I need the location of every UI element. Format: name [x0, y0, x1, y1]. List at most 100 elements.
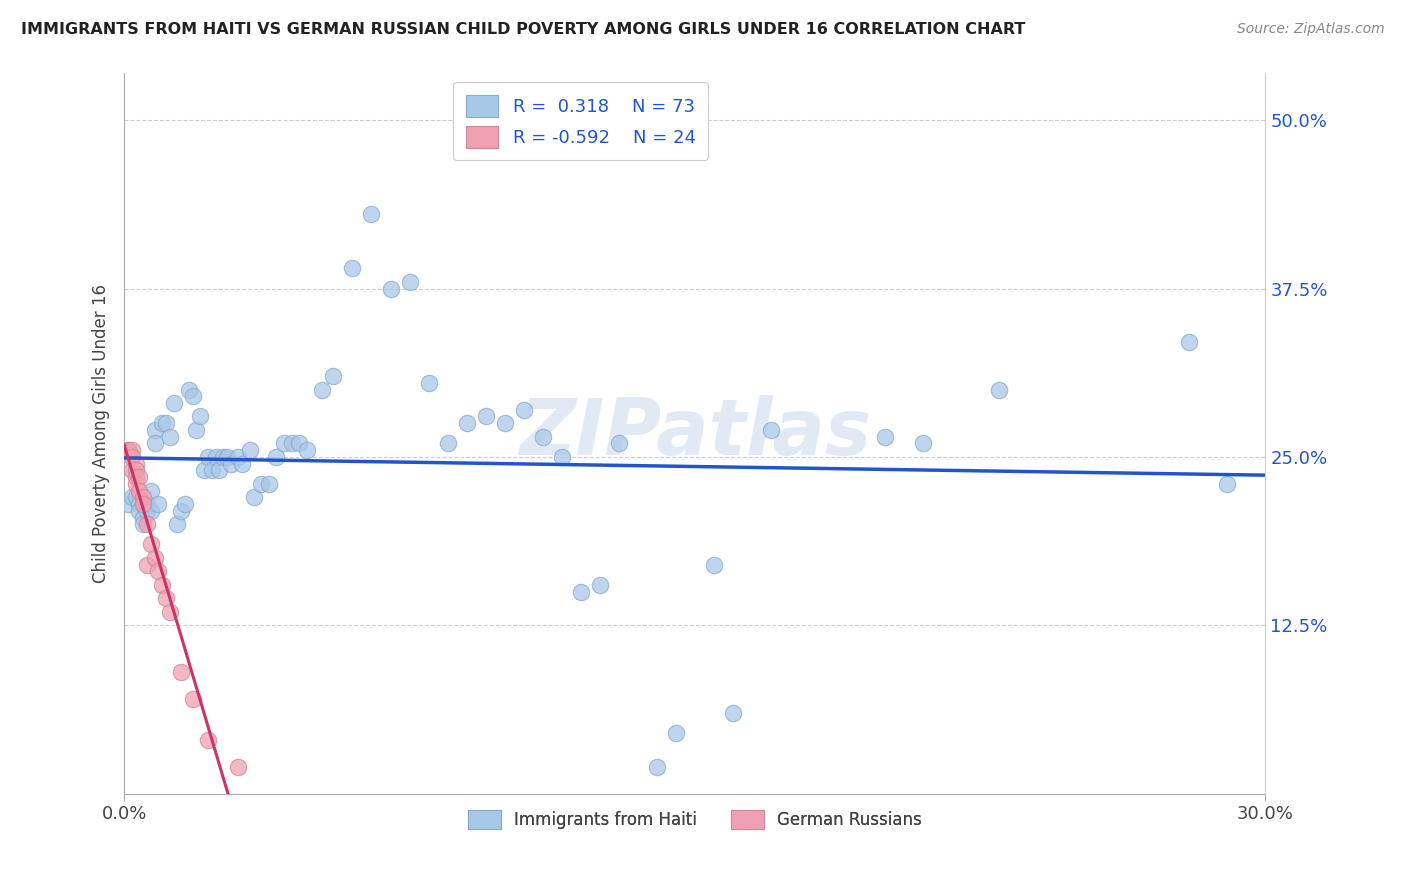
Point — [418, 376, 440, 390]
Point — [204, 450, 226, 464]
Point — [257, 476, 280, 491]
Point — [132, 510, 155, 524]
Point — [170, 665, 193, 680]
Point — [132, 497, 155, 511]
Point — [228, 450, 250, 464]
Point — [512, 402, 534, 417]
Point — [136, 504, 159, 518]
Point — [531, 430, 554, 444]
Point — [124, 463, 146, 477]
Point — [150, 416, 173, 430]
Y-axis label: Child Poverty Among Girls Under 16: Child Poverty Among Girls Under 16 — [93, 284, 110, 582]
Point — [215, 450, 238, 464]
Point — [607, 436, 630, 450]
Point — [873, 430, 896, 444]
Point — [242, 491, 264, 505]
Point — [988, 383, 1011, 397]
Point — [266, 450, 288, 464]
Point — [665, 726, 688, 740]
Point — [163, 396, 186, 410]
Point — [124, 476, 146, 491]
Point — [132, 497, 155, 511]
Point — [124, 491, 146, 505]
Point — [143, 550, 166, 565]
Point — [139, 537, 162, 551]
Point — [139, 483, 162, 498]
Point — [136, 517, 159, 532]
Point — [155, 416, 177, 430]
Point — [159, 430, 181, 444]
Point — [436, 436, 458, 450]
Point — [228, 760, 250, 774]
Point — [398, 275, 420, 289]
Point — [150, 578, 173, 592]
Point — [177, 383, 200, 397]
Point — [295, 443, 318, 458]
Point — [589, 578, 612, 592]
Point — [136, 497, 159, 511]
Point — [551, 450, 574, 464]
Point — [166, 517, 188, 532]
Point — [288, 436, 311, 450]
Point — [569, 584, 592, 599]
Point — [219, 457, 242, 471]
Point — [139, 504, 162, 518]
Point — [128, 497, 150, 511]
Point — [117, 443, 139, 458]
Point — [148, 497, 170, 511]
Point — [121, 443, 143, 458]
Point — [208, 463, 231, 477]
Point — [311, 383, 333, 397]
Point — [121, 450, 143, 464]
Point — [188, 409, 211, 424]
Point — [117, 443, 139, 458]
Point — [143, 423, 166, 437]
Point — [380, 281, 402, 295]
Text: Source: ZipAtlas.com: Source: ZipAtlas.com — [1237, 22, 1385, 37]
Point — [212, 450, 235, 464]
Point — [322, 369, 344, 384]
Point — [132, 491, 155, 505]
Point — [342, 261, 364, 276]
Point — [174, 497, 197, 511]
Point — [128, 504, 150, 518]
Point — [645, 760, 668, 774]
Point — [128, 470, 150, 484]
Point — [170, 504, 193, 518]
Point — [360, 207, 382, 221]
Point — [121, 491, 143, 505]
Point — [250, 476, 273, 491]
Point — [132, 517, 155, 532]
Point — [721, 706, 744, 720]
Point — [159, 605, 181, 619]
Point — [494, 416, 516, 430]
Point — [912, 436, 935, 450]
Point — [181, 692, 204, 706]
Point — [456, 416, 478, 430]
Point — [181, 389, 204, 403]
Point — [136, 558, 159, 572]
Point — [759, 423, 782, 437]
Point — [273, 436, 295, 450]
Point — [239, 443, 262, 458]
Point — [121, 463, 143, 477]
Text: ZIPatlas: ZIPatlas — [519, 395, 870, 471]
Point — [201, 463, 224, 477]
Point — [143, 436, 166, 450]
Point — [193, 463, 215, 477]
Point — [155, 591, 177, 606]
Point — [1178, 335, 1201, 350]
Point — [197, 450, 219, 464]
Point — [474, 409, 496, 424]
Point — [124, 470, 146, 484]
Point — [128, 483, 150, 498]
Point — [148, 565, 170, 579]
Point — [1216, 476, 1239, 491]
Point — [186, 423, 208, 437]
Legend: Immigrants from Haiti, German Russians: Immigrants from Haiti, German Russians — [461, 803, 929, 836]
Point — [197, 732, 219, 747]
Point — [703, 558, 725, 572]
Point — [280, 436, 302, 450]
Text: IMMIGRANTS FROM HAITI VS GERMAN RUSSIAN CHILD POVERTY AMONG GIRLS UNDER 16 CORRE: IMMIGRANTS FROM HAITI VS GERMAN RUSSIAN … — [21, 22, 1025, 37]
Point — [124, 457, 146, 471]
